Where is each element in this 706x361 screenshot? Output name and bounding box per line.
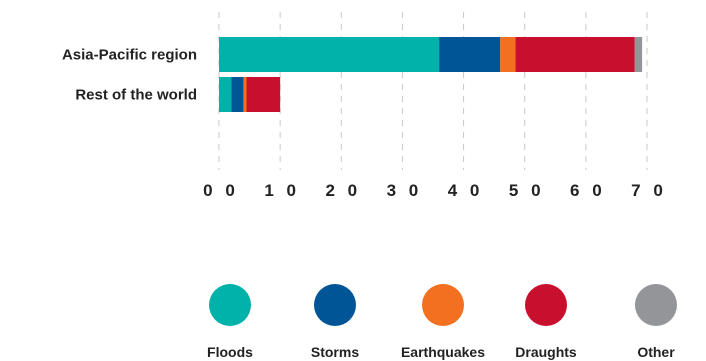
legend: Floods Storms Earthquakes Draughts Other: [207, 284, 677, 360]
bars: [219, 37, 643, 112]
legend-label-draughts: Draughts: [515, 344, 577, 360]
x-tick-label: 4 0: [448, 181, 484, 200]
x-tick-label: 5 0: [509, 181, 545, 200]
category-label: Rest of the world: [75, 87, 197, 104]
bar-rest-of-the-world-draughts: [246, 77, 281, 112]
legend-label-earthquakes: Earthquakes: [401, 344, 485, 360]
bar-rest-of-the-world-storms: [231, 77, 244, 112]
legend-swatch-other: [635, 284, 677, 326]
x-tick-label: 0 0: [203, 181, 239, 200]
bar-asia-pacific-region-draughts: [515, 37, 635, 72]
legend-label-storms: Storms: [311, 344, 359, 360]
category-label: Asia-Pacific region: [62, 47, 197, 64]
x-axis-ticks: 0 0 1 0 2 0 3 0 4 0 5 0 6 0 7 0: [203, 181, 667, 200]
legend-swatch-floods: [209, 284, 251, 326]
legend-swatch-earthquakes: [422, 284, 464, 326]
bar-asia-pacific-region-storms: [439, 37, 501, 72]
bar-rest-of-the-world-floods: [219, 77, 232, 112]
gridlines: [218, 12, 648, 170]
bar-asia-pacific-region-floods: [219, 37, 440, 72]
x-tick-label: 7 0: [631, 181, 667, 200]
bar-asia-pacific-region-earthquakes: [500, 37, 516, 72]
category-labels: Asia-Pacific region Rest of the world: [62, 47, 197, 104]
x-tick-label: 6 0: [570, 181, 606, 200]
legend-swatch-storms: [314, 284, 356, 326]
legend-label-floods: Floods: [207, 344, 253, 360]
bar-rest-of-the-world-earthquakes: [243, 77, 247, 112]
bar-asia-pacific-region-other: [634, 37, 643, 72]
x-tick-label: 3 0: [387, 181, 423, 200]
legend-label-other: Other: [637, 344, 675, 360]
x-tick-label: 2 0: [325, 181, 361, 200]
x-tick-label: 1 0: [264, 181, 300, 200]
legend-swatch-draughts: [525, 284, 567, 326]
